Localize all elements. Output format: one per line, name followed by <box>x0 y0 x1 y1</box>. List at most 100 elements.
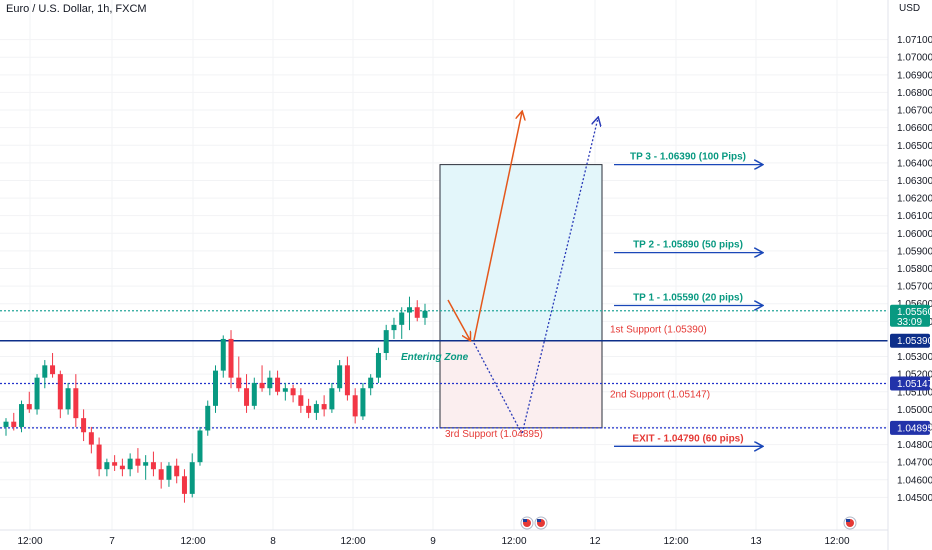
support-label: 3rd Support (1.04895) <box>445 429 543 440</box>
candle-body <box>275 377 281 392</box>
price-level-badge <box>890 333 930 348</box>
time-axis: 12:00 7 12:00 8 12:00 9 12:00 12 12:00 13 12:00 <box>0 529 888 547</box>
price-tick-label: 1.04700 <box>897 458 932 469</box>
candle-body <box>290 388 296 396</box>
candle-body <box>135 458 141 466</box>
candle-body <box>352 395 358 417</box>
time-tick-label: 12:00 <box>824 536 849 547</box>
candle-body <box>73 388 79 419</box>
candle-body <box>3 421 9 427</box>
take-profit-label: TP 2 - 1.05890 (50 pips) <box>633 240 743 251</box>
candle-body <box>26 404 32 410</box>
candle-body <box>181 476 187 494</box>
candle-body <box>213 370 218 406</box>
us-flag-icon <box>846 519 850 522</box>
current-price-badge <box>890 304 930 327</box>
candle-body <box>406 307 412 313</box>
time-tick-label: 8 <box>270 536 276 547</box>
price-tick-label: 1.06900 <box>897 70 932 81</box>
candle-body <box>205 405 211 431</box>
candle-body <box>143 462 149 466</box>
candles <box>3 296 428 503</box>
candle-body <box>321 404 327 410</box>
price-tick-label: 1.06000 <box>897 229 932 240</box>
price-level-value: 1.04895 <box>897 423 932 434</box>
candle-body <box>88 432 94 445</box>
candle-body <box>414 307 420 318</box>
price-tick-label: 1.04600 <box>897 475 932 486</box>
bullish-arrow <box>473 112 522 341</box>
candle-body <box>150 462 156 470</box>
candle-body <box>96 444 102 470</box>
candle-body <box>422 310 428 318</box>
price-tick-label: 1.05000 <box>897 405 932 416</box>
candle-body <box>360 388 366 417</box>
candle-body <box>119 465 125 470</box>
candle-body <box>337 365 343 389</box>
price-tick-label: 1.05700 <box>897 282 932 293</box>
price-level-badge <box>890 376 930 391</box>
candle-body <box>220 338 226 371</box>
annotations: TP 3 - 1.06390 (100 Pips) TP 2 - 1.05890 … <box>401 152 857 530</box>
candle-body <box>34 377 40 410</box>
candle-body <box>244 388 250 406</box>
take-profit-label: TP 3 - 1.06390 (100 Pips) <box>630 152 746 163</box>
price-tick-label: 1.06800 <box>897 88 932 99</box>
price-tick-label: 1.06300 <box>897 176 932 187</box>
support-label: 1st Support (1.05390) <box>610 325 707 336</box>
candle-body <box>375 353 381 378</box>
candle-body <box>306 405 312 413</box>
us-flag-icon <box>537 519 541 522</box>
bar-countdown: 33:09 <box>897 317 922 328</box>
support-label: 2nd Support (1.05147) <box>610 389 710 400</box>
price-tick-label: 1.06200 <box>897 194 932 205</box>
take-profit-label: TP 1 - 1.05590 (20 pips) <box>633 292 743 303</box>
current-price-value: 1.05560 <box>897 307 932 318</box>
loss-zone <box>439 340 603 429</box>
candle-body <box>251 382 257 406</box>
candle-body <box>127 458 133 470</box>
candle-body <box>166 465 172 480</box>
candle-body <box>174 465 180 477</box>
candle-body <box>65 388 71 410</box>
candle-body <box>81 418 87 433</box>
candle-body <box>313 404 319 413</box>
candle-body <box>158 469 164 480</box>
time-tick-label: 9 <box>430 536 436 547</box>
price-tick-label: 1.05800 <box>897 264 932 275</box>
candle-body <box>391 324 397 331</box>
candle-body <box>19 404 25 427</box>
time-tick-label: 12:00 <box>340 536 365 547</box>
candle-body <box>50 365 56 375</box>
candle-body <box>399 312 405 325</box>
candle-body <box>344 365 350 396</box>
candle-body <box>42 365 48 378</box>
candle-body <box>57 374 63 410</box>
price-tick-label: 1.04500 <box>897 493 932 504</box>
us-flag-icon <box>523 519 527 522</box>
time-tick-label: 12 <box>589 536 601 547</box>
candle-body <box>112 462 118 466</box>
level-lines <box>0 310 888 429</box>
price-tick-label: 1.05600 <box>897 299 932 310</box>
projection-arrows <box>447 112 598 436</box>
candle-body <box>267 377 273 389</box>
candle-body <box>228 338 234 378</box>
entry-arrow <box>447 299 470 340</box>
candle-body <box>197 430 203 463</box>
price-axis: 1.07100 1.07000 1.06900 1.06800 1.06700 1.066… <box>887 0 932 550</box>
time-tick-label: 13 <box>750 536 762 547</box>
candle-body <box>298 395 304 406</box>
price-level-value: 1.05147 <box>897 379 932 390</box>
price-tick-label: 1.05900 <box>897 246 932 257</box>
price-level-badge <box>890 420 930 435</box>
price-tick-label: 1.06100 <box>897 211 932 222</box>
price-tick-label: 1.06700 <box>897 106 932 117</box>
price-tick-label: 1.05100 <box>897 387 932 398</box>
price-tick-label: 1.06400 <box>897 158 932 169</box>
time-tick-label: 12:00 <box>17 536 42 547</box>
candle-body <box>236 377 242 389</box>
candle-body <box>11 421 17 427</box>
